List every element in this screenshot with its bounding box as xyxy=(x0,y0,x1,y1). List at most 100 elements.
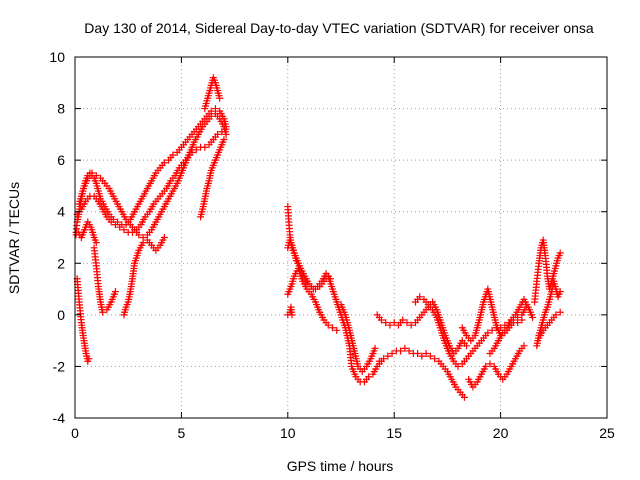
data-point xyxy=(371,344,379,352)
data-point xyxy=(333,326,341,334)
data-point xyxy=(160,234,168,241)
data-point xyxy=(111,288,119,296)
y-tick-label: -4 xyxy=(53,410,66,426)
chart-title: Day 130 of 2014, Sidereal Day-to-day VTE… xyxy=(84,20,594,36)
data-point xyxy=(377,316,385,324)
data-point xyxy=(386,321,394,329)
x-tick-label: 15 xyxy=(386,425,402,441)
data-point xyxy=(388,350,396,358)
data-point xyxy=(169,151,177,159)
axis-ticks: 0 5 10 15 20 25 -4 -2 0 2 4 6 8 10 xyxy=(49,49,615,441)
series-a1 xyxy=(73,275,93,365)
data-point xyxy=(482,362,490,370)
data-point xyxy=(201,143,209,151)
data-point xyxy=(116,223,124,231)
data-point xyxy=(328,324,336,332)
x-tick-label: 5 xyxy=(178,425,186,441)
x-tick-label: 20 xyxy=(493,425,509,441)
series-a3 xyxy=(75,110,230,241)
x-axis-label: GPS time / hours xyxy=(287,458,394,474)
data-point xyxy=(407,321,415,329)
data-point xyxy=(160,159,168,167)
plot-frame xyxy=(74,56,608,419)
series-a6 xyxy=(90,244,119,316)
series-b3 xyxy=(284,236,334,293)
data-point xyxy=(463,342,471,350)
y-tick-label: 8 xyxy=(57,101,65,117)
y-tick-label: 6 xyxy=(57,152,65,168)
data-point xyxy=(431,355,439,363)
series-a5 xyxy=(72,218,100,247)
data-point xyxy=(518,316,526,324)
data-point xyxy=(192,146,200,154)
data-point xyxy=(401,344,409,352)
series-a7 xyxy=(120,234,168,319)
data-point xyxy=(214,130,222,138)
data-point xyxy=(514,319,522,327)
data-point xyxy=(120,226,128,234)
y-tick-label: 10 xyxy=(49,49,65,65)
data-point xyxy=(107,218,115,226)
series-b6 xyxy=(373,298,471,358)
y-tick-label: -2 xyxy=(53,358,66,374)
data-point xyxy=(324,321,332,329)
data-point xyxy=(135,231,143,239)
data-point xyxy=(399,316,407,324)
data-point xyxy=(365,373,373,381)
data-point xyxy=(218,128,226,136)
data-point xyxy=(380,355,388,363)
data-point xyxy=(556,308,564,316)
data-point xyxy=(111,221,119,229)
series-a4 xyxy=(73,125,230,236)
data-point xyxy=(92,239,100,247)
data-point xyxy=(426,352,434,360)
data-points xyxy=(72,74,564,401)
data-point xyxy=(85,355,93,363)
series-a9 xyxy=(197,136,228,221)
data-point xyxy=(128,228,136,236)
y-tick-label: 0 xyxy=(57,307,65,323)
data-point xyxy=(88,169,96,177)
data-point xyxy=(375,357,383,365)
data-point xyxy=(382,319,390,327)
data-point xyxy=(460,393,468,401)
data-point xyxy=(556,288,564,296)
series-b5 xyxy=(337,301,379,376)
data-point xyxy=(188,148,196,156)
data-point xyxy=(326,275,334,283)
series-b10 xyxy=(465,342,528,391)
data-point xyxy=(488,326,496,334)
data-point xyxy=(384,352,392,360)
y-tick-label: 2 xyxy=(57,255,65,271)
series-a2 xyxy=(72,105,230,236)
data-point xyxy=(288,311,296,319)
data-point xyxy=(484,329,492,337)
data-point xyxy=(397,347,405,355)
data-point xyxy=(414,350,422,358)
x-tick-label: 0 xyxy=(71,425,79,441)
x-tick-label: 25 xyxy=(599,425,615,441)
data-point xyxy=(520,342,528,350)
y-axis-label: SDTVAR / TECUs xyxy=(6,182,22,294)
data-point xyxy=(309,285,317,293)
series-b14 xyxy=(535,308,564,342)
series-b2 xyxy=(284,264,341,334)
data-point xyxy=(454,362,462,370)
data-point xyxy=(222,125,230,133)
data-point xyxy=(556,249,564,257)
data-point xyxy=(552,311,560,319)
data-point xyxy=(207,112,215,120)
series-b8 xyxy=(411,293,530,370)
data-point xyxy=(416,293,424,301)
x-tick-label: 10 xyxy=(280,425,296,441)
series-b4 xyxy=(284,303,296,319)
data-point xyxy=(422,350,430,358)
data-point xyxy=(529,313,537,321)
data-point xyxy=(220,136,228,144)
grid xyxy=(75,57,607,418)
series-b11 xyxy=(486,295,537,358)
data-point xyxy=(92,172,100,180)
y-tick-label: 4 xyxy=(57,204,65,220)
data-point xyxy=(216,94,224,102)
